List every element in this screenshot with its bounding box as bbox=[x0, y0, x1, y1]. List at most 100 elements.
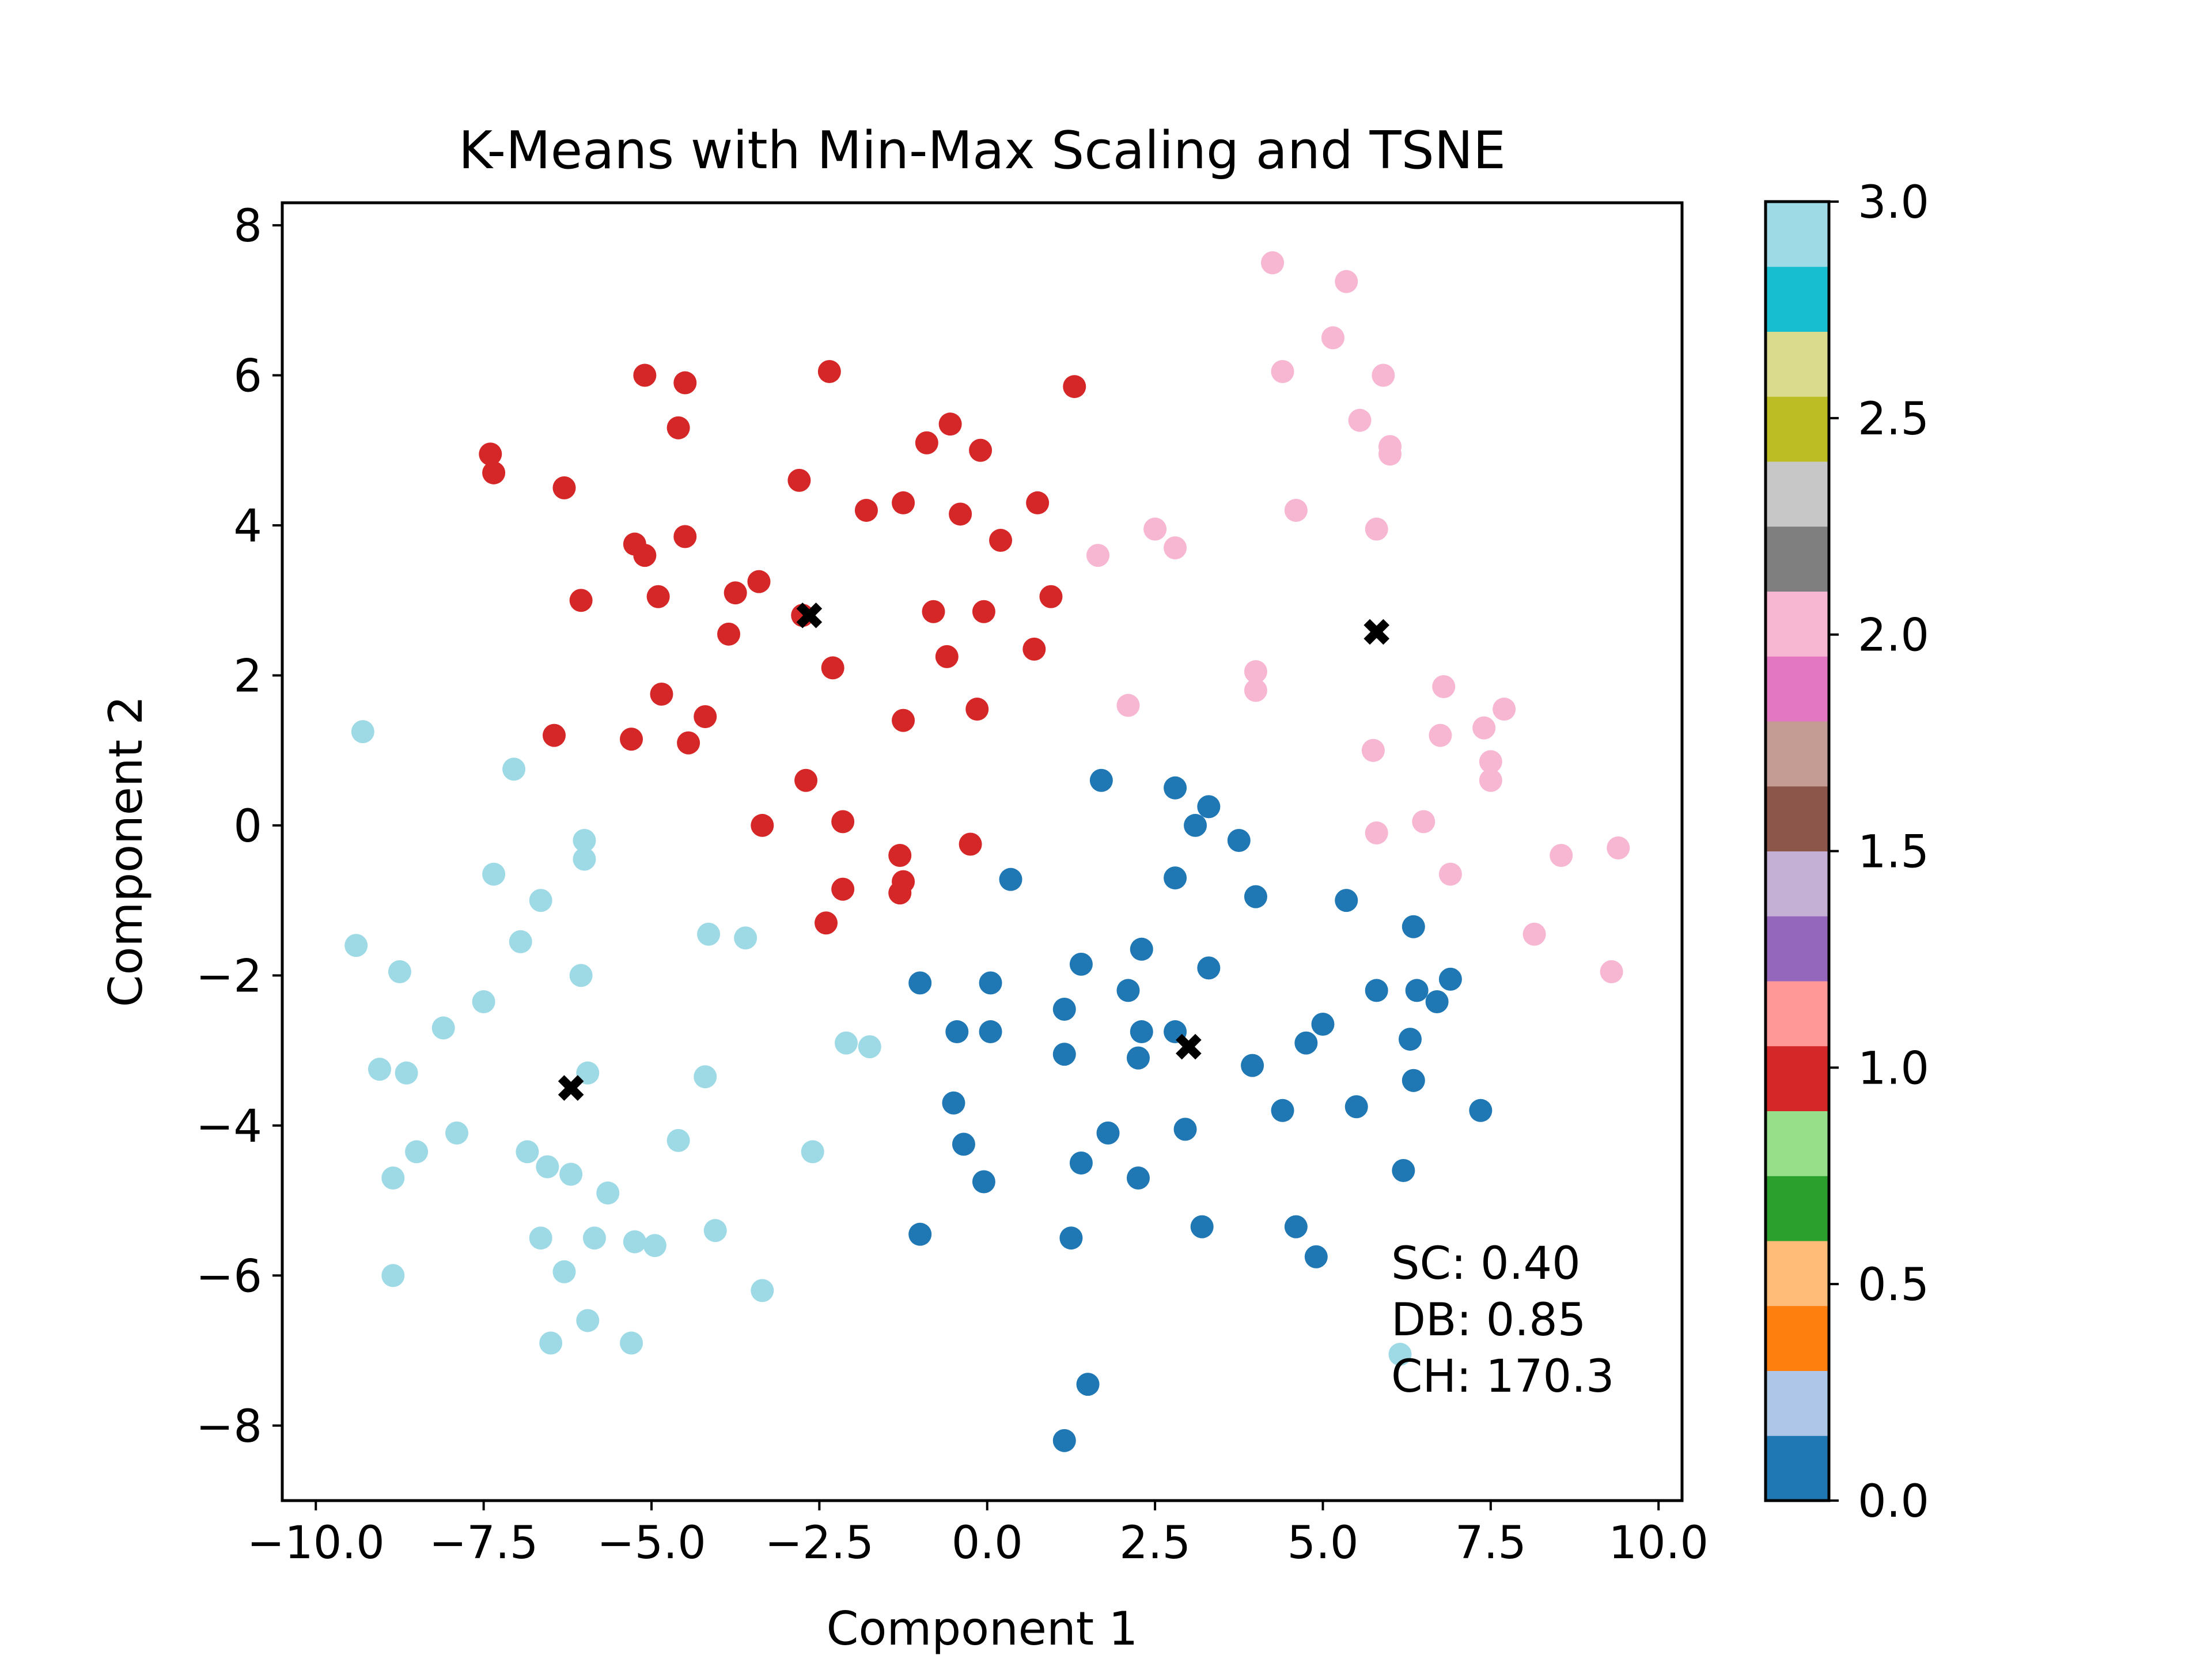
colorbar-band bbox=[1766, 591, 1829, 657]
colorbar-band bbox=[1766, 526, 1829, 592]
data-point-cluster-3 bbox=[502, 757, 526, 781]
data-point-cluster-1 bbox=[724, 581, 747, 605]
colorbar-band bbox=[1766, 721, 1829, 787]
centroid-marker-cluster-2 bbox=[1363, 619, 1390, 645]
data-point-cluster-0 bbox=[1069, 1151, 1093, 1175]
data-point-cluster-2 bbox=[1365, 821, 1388, 844]
data-point-cluster-2 bbox=[1607, 836, 1630, 859]
data-point-cluster-3 bbox=[431, 1016, 455, 1040]
data-point-cluster-2 bbox=[1086, 544, 1110, 567]
data-point-cluster-3 bbox=[576, 1309, 600, 1332]
data-point-cluster-3 bbox=[697, 922, 721, 946]
data-point-cluster-0 bbox=[1294, 1031, 1318, 1055]
scatter-points bbox=[344, 251, 1630, 1452]
x-tick-label: 0.0 bbox=[952, 1517, 1023, 1569]
data-point-cluster-1 bbox=[969, 438, 993, 462]
data-point-cluster-1 bbox=[888, 844, 912, 868]
data-point-cluster-1 bbox=[673, 371, 697, 395]
data-point-cluster-0 bbox=[979, 1020, 1002, 1044]
colorbar-tick-label: 1.5 bbox=[1858, 827, 1929, 878]
data-point-cluster-1 bbox=[633, 544, 657, 567]
data-point-cluster-1 bbox=[677, 731, 700, 755]
data-point-cluster-3 bbox=[569, 964, 593, 987]
x-axis-ticks: −10.0 −7.5 −5.0 −2.5 0.0 2.5 5.0 7.5 10.0 bbox=[247, 1501, 1709, 1569]
y-tick-label: −6 bbox=[196, 1251, 262, 1302]
data-point-cluster-0 bbox=[1284, 1215, 1308, 1238]
data-point-cluster-3 bbox=[536, 1155, 559, 1179]
data-point-cluster-3 bbox=[472, 990, 495, 1013]
metric-ch: CH: 170.3 bbox=[1391, 1351, 1615, 1403]
y-tick-label: −8 bbox=[196, 1401, 262, 1453]
data-point-cluster-0 bbox=[1402, 915, 1425, 938]
data-point-cluster-3 bbox=[388, 960, 411, 983]
data-point-cluster-1 bbox=[854, 498, 878, 522]
data-point-cluster-3 bbox=[576, 1061, 600, 1085]
data-point-cluster-0 bbox=[1184, 813, 1207, 837]
data-point-cluster-3 bbox=[405, 1140, 429, 1164]
data-point-cluster-3 bbox=[858, 1035, 881, 1059]
centroid-marker-cluster-1 bbox=[796, 602, 823, 628]
data-point-cluster-2 bbox=[1361, 738, 1385, 762]
data-point-cluster-1 bbox=[892, 491, 915, 514]
data-point-cluster-1 bbox=[650, 683, 673, 706]
data-point-cluster-0 bbox=[1096, 1121, 1120, 1145]
data-point-cluster-3 bbox=[351, 720, 374, 744]
data-point-cluster-3 bbox=[573, 828, 596, 852]
data-point-cluster-3 bbox=[539, 1331, 563, 1355]
data-point-cluster-1 bbox=[620, 728, 643, 751]
data-point-cluster-1 bbox=[1063, 375, 1086, 399]
data-point-cluster-0 bbox=[1469, 1099, 1493, 1122]
centroid-markers bbox=[558, 602, 1390, 1101]
data-point-cluster-0 bbox=[1244, 885, 1267, 908]
data-point-cluster-2 bbox=[1365, 517, 1388, 541]
colorbar-band bbox=[1766, 656, 1829, 722]
data-point-cluster-0 bbox=[1126, 1046, 1150, 1070]
data-point-cluster-3 bbox=[623, 1230, 646, 1253]
colorbar-band bbox=[1766, 461, 1829, 527]
data-point-cluster-2 bbox=[1321, 326, 1344, 350]
data-point-cluster-1 bbox=[892, 709, 915, 732]
data-point-cluster-3 bbox=[509, 930, 532, 953]
data-point-cluster-1 bbox=[569, 589, 593, 612]
data-point-cluster-3 bbox=[596, 1181, 620, 1205]
data-point-cluster-0 bbox=[945, 1020, 969, 1044]
colorbar-band bbox=[1766, 266, 1829, 332]
y-tick-label: 8 bbox=[233, 200, 262, 252]
data-point-cluster-2 bbox=[1244, 679, 1267, 702]
data-point-cluster-3 bbox=[1388, 1343, 1412, 1366]
metrics-annotation: SC: 0.40 DB: 0.85 CH: 170.3 bbox=[1391, 1238, 1615, 1403]
plot-area-frame bbox=[281, 201, 1684, 1502]
y-tick-label: 4 bbox=[233, 501, 262, 552]
data-point-cluster-3 bbox=[482, 862, 506, 886]
data-point-cluster-0 bbox=[1402, 1069, 1425, 1092]
metric-sc: SC: 0.40 bbox=[1391, 1238, 1581, 1290]
data-point-cluster-0 bbox=[1365, 979, 1388, 1002]
data-point-cluster-0 bbox=[1173, 1118, 1197, 1141]
data-point-cluster-3 bbox=[734, 926, 757, 950]
data-point-cluster-3 bbox=[694, 1065, 717, 1089]
y-tick-label: −2 bbox=[196, 950, 262, 1002]
data-point-cluster-1 bbox=[989, 529, 1013, 552]
data-point-cluster-1 bbox=[821, 656, 844, 680]
y-axis-ticks: −8 −6 −4 −2 0 2 4 6 8 bbox=[196, 200, 282, 1453]
x-tick-label: 10.0 bbox=[1608, 1517, 1709, 1569]
data-point-cluster-2 bbox=[1438, 862, 1462, 886]
data-point-cluster-0 bbox=[1164, 866, 1187, 890]
data-point-cluster-1 bbox=[543, 724, 566, 747]
data-point-cluster-3 bbox=[344, 934, 368, 957]
data-point-cluster-0 bbox=[1190, 1215, 1214, 1238]
colorbar-band bbox=[1766, 851, 1829, 916]
colorbar-band bbox=[1766, 786, 1829, 851]
data-point-cluster-2 bbox=[1143, 517, 1167, 541]
data-point-cluster-0 bbox=[1271, 1099, 1294, 1122]
data-point-cluster-1 bbox=[717, 622, 741, 646]
data-point-cluster-0 bbox=[1116, 979, 1140, 1002]
data-point-cluster-3 bbox=[529, 1226, 552, 1250]
colorbar-band bbox=[1766, 1176, 1829, 1241]
data-point-cluster-3 bbox=[381, 1166, 405, 1190]
colorbar-tick-label: 0.5 bbox=[1858, 1259, 1929, 1311]
data-point-cluster-1 bbox=[646, 585, 670, 608]
x-axis-label: Component 1 bbox=[827, 1602, 1138, 1656]
data-point-cluster-1 bbox=[673, 525, 697, 548]
